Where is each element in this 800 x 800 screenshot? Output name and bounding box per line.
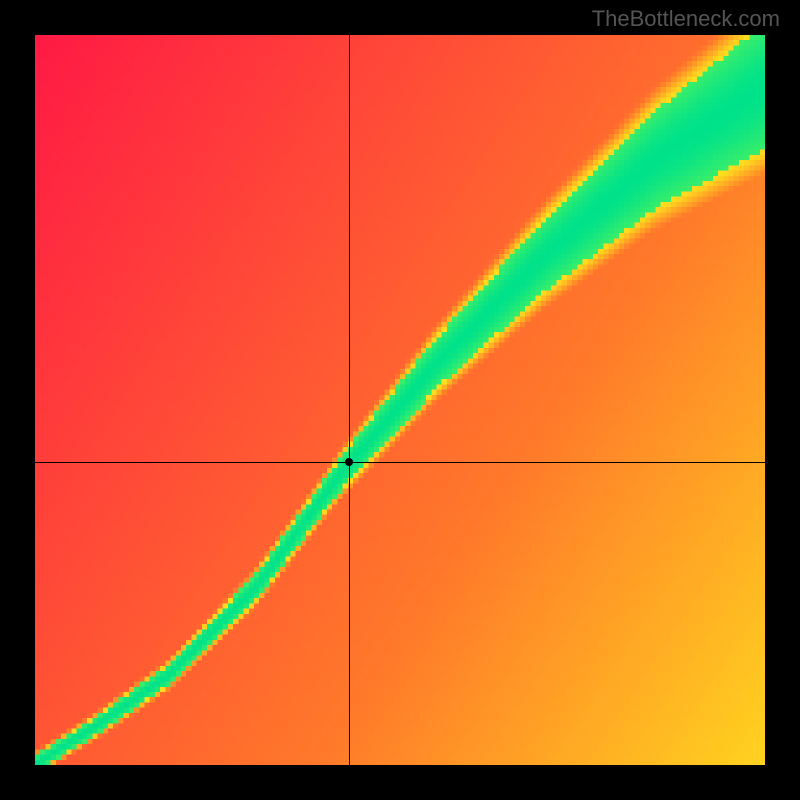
- crosshair-vertical: [349, 35, 350, 765]
- crosshair-marker-dot: [345, 458, 353, 466]
- chart-container: TheBottleneck.com: [0, 0, 800, 800]
- plot-area: [35, 35, 765, 765]
- heatmap-canvas: [35, 35, 765, 765]
- crosshair-horizontal: [35, 462, 765, 463]
- watermark-text: TheBottleneck.com: [592, 6, 780, 32]
